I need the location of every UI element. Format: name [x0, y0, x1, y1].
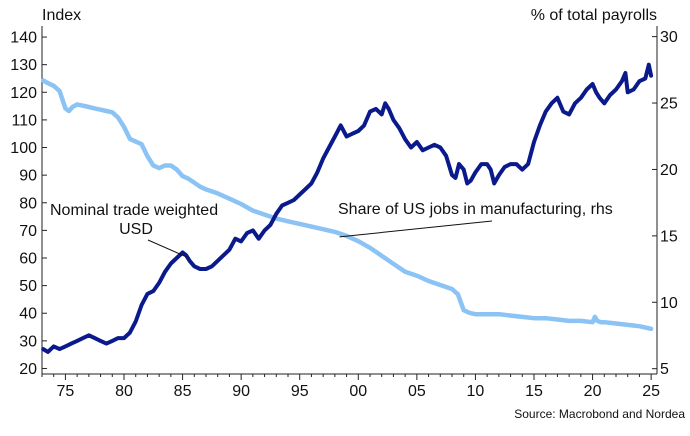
x-tick-label: 10: [467, 383, 485, 400]
left-tick-label: 140: [10, 30, 37, 47]
manufacturing-annotation-leader: [339, 220, 493, 238]
x-tick-label: 75: [57, 383, 75, 400]
x-tick-label: 95: [291, 383, 309, 400]
x-tick-label: 80: [115, 383, 133, 400]
left-tick-label: 80: [19, 195, 37, 212]
usd-annotation-line-2: USD: [119, 221, 153, 238]
left-axis-title: Index: [42, 7, 81, 24]
x-tick-label: 05: [408, 383, 426, 400]
series-layer: [40, 62, 654, 354]
x-tick-label: 85: [174, 383, 192, 400]
right-tick-label: 5: [660, 361, 669, 378]
left-tick-label: 20: [19, 361, 37, 378]
manufacturing-annotation: Share of US jobs in manufacturing, rhs: [338, 201, 613, 218]
x-tick-label: 15: [525, 383, 543, 400]
source-note: Source: Macrobond and Nordea: [514, 407, 685, 421]
left-tick-label: 50: [19, 278, 37, 295]
right-tick-label: 15: [660, 228, 678, 245]
manufacturing-share-line: [40, 78, 654, 332]
axes: 20 30 40 50 60 70 80 90 100 110 120 130 140 5 10 15 20 25…: [10, 26, 678, 400]
left-tick-label: 130: [10, 57, 37, 74]
left-tick-label: 40: [19, 306, 37, 323]
usd-index-line: [41, 62, 654, 354]
right-tick-label: 25: [660, 96, 678, 113]
left-tick-label: 60: [19, 251, 37, 268]
left-tick-label: 110: [11, 112, 37, 129]
x-tick-label: 20: [584, 383, 602, 400]
left-tick-label: 70: [19, 223, 37, 240]
usd-annotation-line-1: Nominal trade weighted: [50, 202, 218, 219]
usd-annotation-leader: [147, 239, 188, 258]
left-tick-label: 90: [19, 168, 37, 185]
annotation-layer: Nominal trade weighted USD Share of US job…: [50, 201, 613, 258]
left-tick-label: 100: [10, 140, 37, 157]
right-tick-label: 30: [660, 29, 678, 46]
right-axis-title: % of total payrolls: [531, 7, 657, 24]
x-tick-label: 00: [349, 383, 367, 400]
right-tick-label: 10: [660, 295, 678, 312]
left-tick-label: 120: [10, 85, 37, 102]
x-tick-label: 25: [642, 383, 660, 400]
right-tick-label: 20: [660, 162, 678, 179]
left-tick-label: 30: [19, 333, 37, 350]
x-tick-label: 90: [232, 383, 250, 400]
